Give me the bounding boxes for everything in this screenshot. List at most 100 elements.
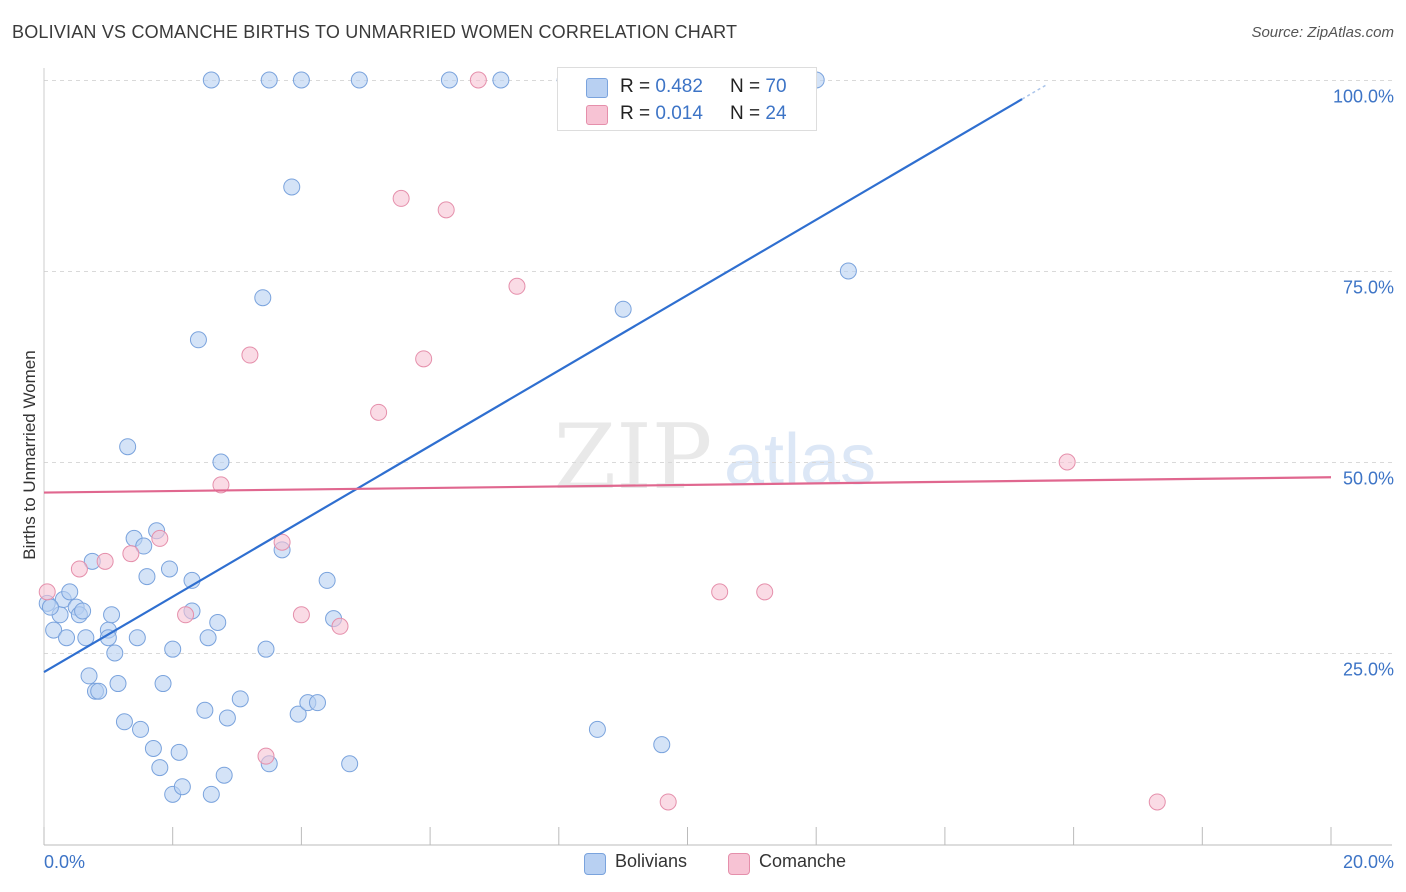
point-bolivians — [115, 713, 133, 731]
point-comanche — [212, 476, 230, 494]
point-bolivians — [283, 178, 301, 196]
point-bolivians — [154, 675, 172, 693]
point-bolivians — [614, 300, 632, 318]
point-comanche — [1148, 793, 1166, 811]
point-bolivians — [308, 694, 326, 712]
point-comanche — [257, 747, 275, 765]
point-bolivians — [80, 667, 98, 685]
point-comanche — [370, 403, 388, 421]
point-bolivians — [164, 640, 182, 658]
point-bolivians — [58, 629, 76, 647]
point-bolivians — [106, 644, 124, 662]
point-bolivians — [138, 568, 156, 586]
point-comanche — [38, 583, 56, 601]
point-comanche — [70, 560, 88, 578]
point-bolivians — [119, 438, 137, 456]
point-comanche — [177, 606, 195, 624]
bolivians-r: R = 0.482 — [620, 76, 703, 97]
point-bolivians — [260, 71, 278, 89]
point-bolivians — [653, 736, 671, 754]
point-bolivians — [170, 743, 188, 761]
comanche-r: R = 0.014 — [620, 103, 703, 124]
point-bolivians — [202, 71, 220, 89]
point-bolivians — [289, 705, 307, 723]
point-bolivians — [257, 640, 275, 658]
point-bolivians — [254, 289, 272, 307]
point-bolivians — [135, 537, 153, 555]
watermark-atlas: atlas — [724, 420, 876, 500]
y-tick-label-25: 25.0% — [1342, 659, 1394, 680]
point-bolivians — [492, 71, 510, 89]
point-bolivians — [99, 629, 117, 647]
point-comanche — [241, 346, 259, 364]
point-comanche — [415, 350, 433, 368]
point-bolivians — [218, 709, 236, 727]
point-bolivians — [109, 675, 127, 693]
bolivians-swatch — [586, 78, 608, 98]
x-tick-label-min: 0.0% — [44, 852, 86, 872]
legend-bolivians-label: Bolivians — [615, 851, 688, 871]
point-bolivians — [318, 571, 336, 589]
watermark-zip: ZIP — [554, 405, 713, 510]
legend-comanche-swatch — [728, 853, 750, 875]
point-comanche — [469, 71, 487, 89]
point-bolivians — [196, 701, 214, 719]
point-bolivians — [212, 453, 230, 471]
y-tick-label-75: 75.0% — [1342, 277, 1394, 298]
point-comanche — [508, 277, 526, 295]
point-bolivians — [103, 606, 121, 624]
y-axis-label: Births to Unmarried Women — [20, 350, 39, 560]
bolivians-n: N = 70 — [730, 76, 787, 97]
point-bolivians — [202, 785, 220, 803]
point-bolivians — [128, 629, 146, 647]
point-comanche — [392, 189, 410, 207]
point-comanche — [659, 793, 677, 811]
point-comanche — [711, 583, 729, 601]
trendline-comanche — [43, 476, 1332, 494]
legend-comanche-label: Comanche — [759, 851, 847, 871]
trendline-bolivians — [43, 98, 1023, 674]
point-comanche — [331, 617, 349, 635]
point-bolivians — [74, 602, 92, 620]
chart-source: Source: ZipAtlas.com — [1251, 24, 1394, 41]
point-comanche — [437, 201, 455, 219]
point-bolivians — [151, 759, 169, 777]
point-comanche — [1058, 453, 1076, 471]
point-comanche — [756, 583, 774, 601]
comanche-swatch — [586, 105, 608, 125]
point-bolivians — [144, 740, 162, 757]
point-bolivians — [209, 613, 227, 631]
point-bolivians — [61, 583, 79, 601]
y-tick-label-50: 50.0% — [1342, 468, 1394, 489]
point-comanche — [122, 545, 140, 563]
point-bolivians — [45, 621, 63, 639]
point-bolivians — [231, 690, 249, 708]
point-bolivians — [440, 71, 458, 89]
trendline-bolivians-extension — [1021, 83, 1049, 100]
point-bolivians — [132, 720, 150, 738]
comanche-n: N = 24 — [730, 103, 787, 124]
point-comanche — [273, 533, 291, 551]
y-tick-label-100: 100.0% — [1332, 86, 1394, 107]
point-bolivians — [199, 629, 217, 647]
x-tick-label-max: 20.0% — [1342, 852, 1394, 872]
point-bolivians — [215, 766, 233, 784]
point-comanche — [151, 529, 169, 547]
stats-legend: R = 0.482 N = 70 R = 0.014 N = 24 — [557, 67, 817, 131]
point-bolivians — [173, 778, 191, 796]
point-bolivians — [292, 71, 310, 89]
point-bolivians — [90, 682, 108, 700]
chart-title: BOLIVIAN VS COMANCHE BIRTHS TO UNMARRIED… — [12, 22, 738, 42]
point-bolivians — [350, 71, 368, 89]
point-bolivians — [839, 262, 857, 280]
point-comanche — [96, 552, 114, 570]
point-bolivians — [77, 629, 95, 647]
point-bolivians — [588, 720, 606, 738]
point-comanche — [292, 606, 310, 624]
point-bolivians — [189, 331, 207, 349]
point-bolivians — [160, 560, 178, 578]
legend-bolivians-swatch — [584, 853, 606, 875]
point-bolivians — [341, 755, 359, 773]
point-bolivians — [41, 598, 59, 616]
